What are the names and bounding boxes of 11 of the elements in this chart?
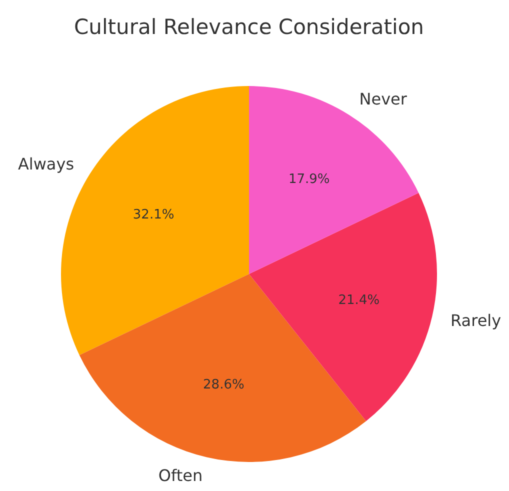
pie-slice — [249, 86, 419, 274]
data-label: 32.1% — [132, 207, 174, 222]
slice-label: Often — [158, 466, 203, 486]
data-label: 17.9% — [288, 172, 330, 188]
slice-label: Never — [359, 90, 408, 109]
slice-label: Always — [18, 154, 74, 174]
slice-label: Rarely — [450, 310, 502, 330]
data-label: 28.6% — [203, 377, 244, 392]
pie-slice — [249, 192, 437, 422]
data-label: 21.4% — [338, 292, 380, 308]
chart-title: Cultural Relevance Consideration — [74, 15, 424, 39]
